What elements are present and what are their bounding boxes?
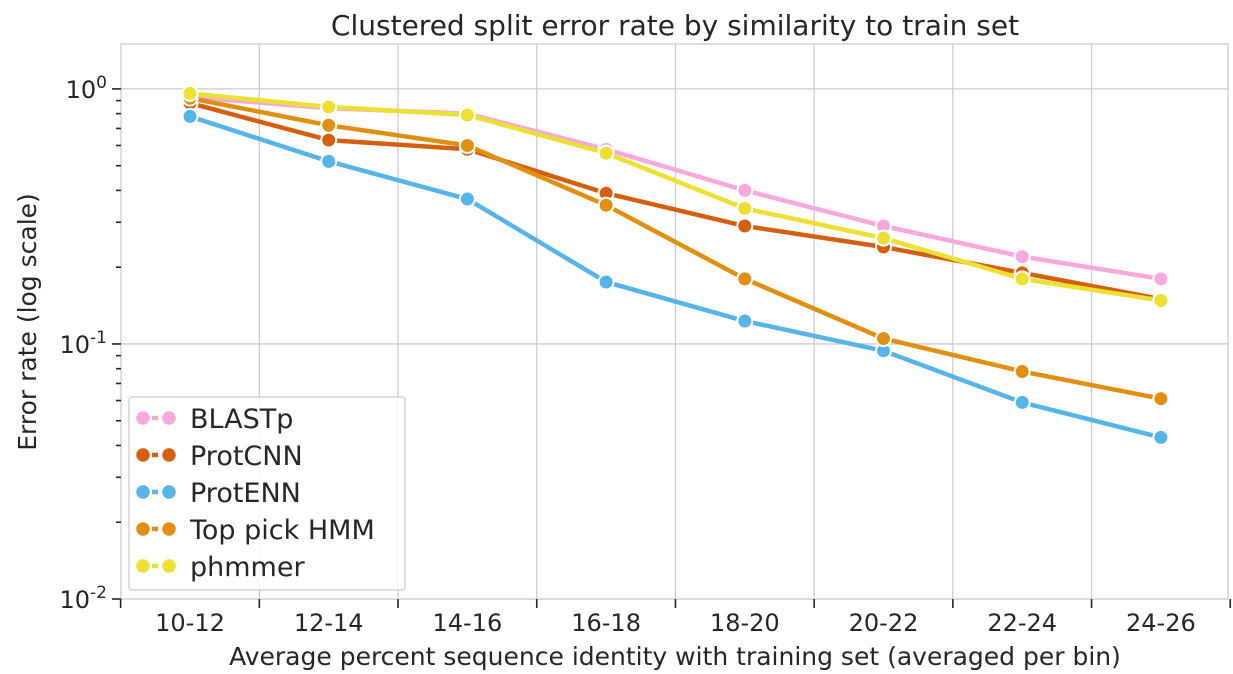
data-point [1152,390,1170,408]
x-tick-label: 20-22 [849,609,919,637]
y-tick-base: 10 [60,331,91,359]
data-point [458,190,476,208]
data-point [1152,428,1170,446]
legend-swatch-marker [160,409,178,427]
x-axis-label: Average percent sequence identity with t… [229,642,1121,671]
data-point [320,131,338,149]
data-point [736,270,754,288]
series-line [187,95,1164,401]
x-tick-label: 12-14 [294,609,364,637]
legend-label: Top pick HMM [189,515,375,546]
series-line [187,100,1164,302]
data-point [736,312,754,330]
x-tick-label: 18-20 [710,609,780,637]
legend-swatch-marker [134,409,152,427]
data-point [736,217,754,235]
legend-swatch-marker [134,483,152,501]
data-point [320,116,338,134]
x-tick-label: 22-24 [987,609,1057,637]
y-tick-label: 10-1 [60,328,108,359]
legend-label: BLASTp [190,404,293,435]
data-point [875,330,892,348]
data-point [597,196,615,214]
y-tick-label: 10-2 [60,583,108,614]
legend-swatch-marker [134,557,152,575]
y-axis-label: Error rate (log scale) [13,193,42,451]
data-point [875,229,892,247]
data-point [320,152,338,170]
data-point [1013,393,1031,411]
x-tick-label: 16-18 [571,609,641,637]
y-tick-exponent: -1 [90,328,107,348]
data-point [320,98,338,116]
y-tick-base: 10 [66,76,97,104]
data-point [458,106,476,124]
plot-frame [120,43,1229,600]
data-series [181,84,1170,446]
legend-swatch-marker [134,520,152,538]
legend-swatch-marker [160,520,178,538]
data-point [1152,270,1170,288]
data-point [181,107,199,125]
data-point [736,181,754,199]
data-point [597,273,615,291]
series-line [187,91,1164,303]
series-line [187,114,1164,440]
data-point [1013,248,1031,266]
y-tick-base: 10 [60,586,91,614]
data-point [1013,362,1031,380]
data-point [1013,270,1031,288]
legend-box [128,396,406,591]
series-phmmer [181,84,1170,310]
x-tick-label: 14-16 [433,609,503,637]
y-tick-exponent: -2 [90,583,107,603]
axis-ticks: 10-12 12-14 14-16 16-18 18-20 20-22 22-24 24-26… [60,73,1232,637]
legend-swatch-marker [134,446,152,464]
data-point [736,199,754,217]
legend-swatch-marker [160,446,178,464]
data-point [1152,292,1170,310]
y-tick-label: 100 [66,73,107,104]
y-tick-exponent: 0 [96,73,107,93]
legend-label: ProtENN [190,478,301,509]
x-tick-label: 24-26 [1126,609,1196,637]
legend-swatch-marker [160,557,178,575]
chart-title: Clustered split error rate by similarity… [331,9,1019,42]
legend-swatch-marker [160,483,178,501]
legend: BLASTp ProtCNN ProtENN Top pick HMM phmmer [128,396,406,591]
legend-label: phmmer [190,552,305,583]
data-point [597,144,615,162]
data-point [181,84,199,102]
legend-label: ProtCNN [190,441,303,472]
series-protenn [181,107,1170,446]
x-tick-label: 10-12 [155,609,225,637]
data-point [458,136,476,154]
